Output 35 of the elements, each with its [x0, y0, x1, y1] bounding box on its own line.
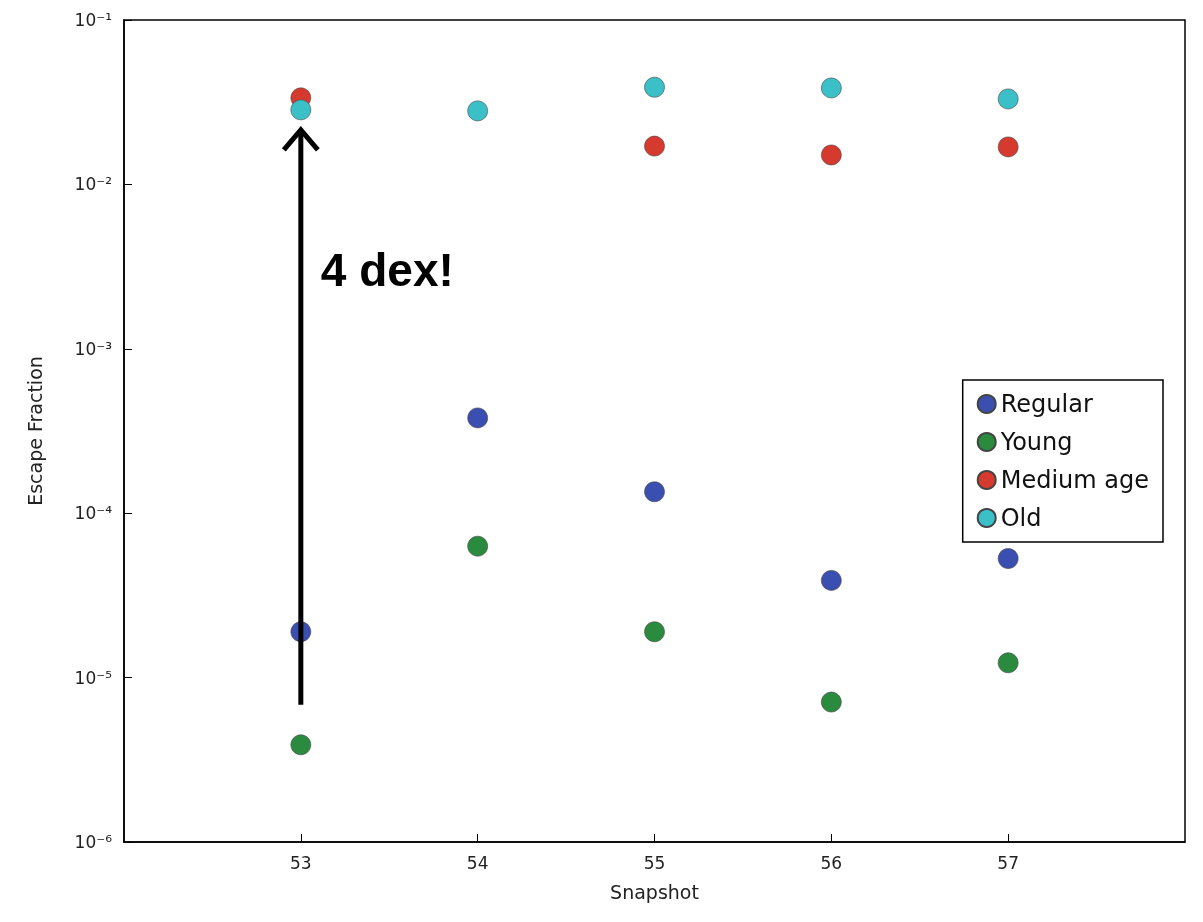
point — [997, 548, 1019, 569]
y-tick-label: 10⁻² — [74, 174, 112, 195]
point — [997, 136, 1019, 158]
point — [290, 99, 312, 121]
legend-label: Regular — [1000, 390, 1093, 418]
y-tick-label: 10⁻¹ — [74, 10, 112, 30]
point — [467, 535, 488, 557]
y-tick-label: 10⁻⁴ — [74, 503, 113, 524]
legend-label: Medium age — [1000, 466, 1150, 494]
point — [821, 144, 842, 166]
y-tick-label: 10⁻³ — [74, 338, 112, 359]
x-axis-title: Snapshot — [610, 880, 699, 903]
point — [997, 652, 1019, 674]
point — [467, 407, 488, 429]
point — [644, 481, 665, 503]
point — [467, 100, 488, 122]
x-tick-label: 56 — [820, 852, 843, 873]
x-tick-label: 55 — [643, 852, 666, 873]
point — [644, 76, 665, 98]
point — [644, 621, 665, 643]
y-tick-label: 10⁻⁶ — [74, 832, 113, 852]
point — [821, 77, 842, 99]
point — [997, 88, 1019, 110]
legend-label: Young — [999, 428, 1073, 456]
x-tick-label: 53 — [290, 852, 312, 873]
point — [644, 135, 665, 157]
point — [290, 734, 312, 756]
legend-label: Old — [1000, 504, 1042, 532]
x-tick-label: 57 — [997, 852, 1019, 873]
y-tick-label: 10⁻⁵ — [74, 667, 112, 688]
annotation: 4 dex! — [320, 243, 454, 296]
point — [821, 570, 842, 591]
point — [821, 691, 842, 713]
x-tick-label: 54 — [466, 852, 489, 873]
y-axis-title: Escape Fraction — [23, 356, 46, 506]
